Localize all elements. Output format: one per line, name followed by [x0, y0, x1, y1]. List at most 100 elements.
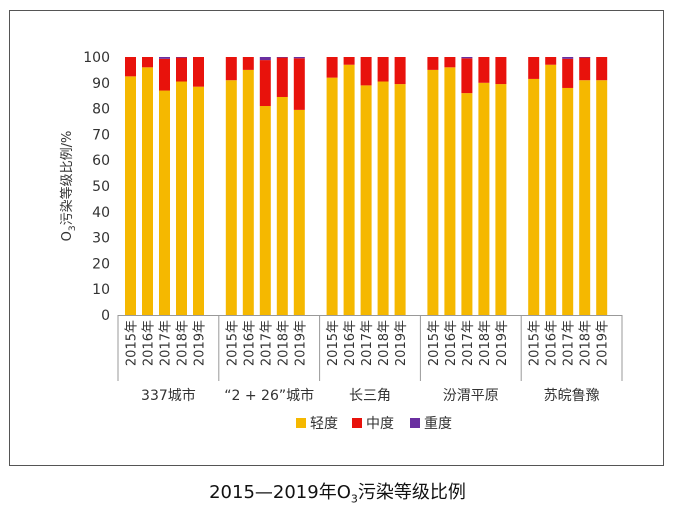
bar-segment [159, 57, 170, 59]
bar-segment [176, 57, 187, 58]
bar-segment [242, 57, 254, 70]
y-tick-label: 80 [92, 102, 110, 118]
bar-segment [478, 57, 490, 83]
group-label: 337城市 [141, 387, 196, 404]
bar-segment [579, 80, 591, 315]
bar-segment [427, 69, 439, 316]
bar-segment [360, 85, 372, 315]
group-label: 汾渭平原 [443, 388, 499, 404]
bar-segment [276, 96, 288, 316]
x-tick-label: 2015年 [225, 320, 240, 366]
bar-segment [444, 57, 456, 68]
bar-segment [159, 90, 170, 315]
x-tick-label: 2018年 [176, 320, 191, 366]
x-tick-label: 2015年 [528, 320, 543, 366]
bar-segment [444, 67, 456, 315]
x-tick-label: 2019年 [596, 320, 611, 366]
bar-segment [176, 81, 187, 315]
x-tick-label: 2016年 [142, 320, 157, 366]
bar-segment [193, 86, 204, 315]
bar-segment [394, 84, 406, 315]
x-tick-label: 2017年 [360, 320, 375, 366]
bar-segment [461, 93, 473, 316]
x-tick-label: 2019年 [495, 320, 510, 366]
bar-segment [377, 81, 389, 315]
bar-segment [596, 57, 608, 81]
x-tick-label: 2017年 [562, 320, 577, 366]
y-tick-label: 60 [92, 153, 110, 169]
x-tick-label: 2016年 [343, 320, 358, 366]
bar-segment [562, 58, 574, 88]
bar-segment [545, 64, 557, 316]
bar-segment [528, 57, 540, 79]
group-label: “2 + 26”城市 [224, 387, 314, 404]
legend-swatch [296, 418, 306, 428]
x-tick-label: 2017年 [461, 320, 476, 366]
bar-segment [125, 76, 136, 315]
bar-segment [176, 57, 187, 82]
bar-segment [427, 57, 439, 70]
x-tick-label: 2017年 [159, 320, 174, 366]
chart-frame [9, 10, 664, 466]
x-tick-label: 2017年 [259, 320, 274, 366]
x-tick-label: 2019年 [394, 320, 409, 366]
legend-swatch [352, 418, 362, 428]
bar-segment [562, 87, 574, 316]
y-tick-label: 50 [92, 179, 110, 195]
bar-segment [125, 57, 136, 77]
bar-segment [545, 57, 557, 65]
bar-segment [259, 57, 271, 61]
x-tick-label: 2019年 [193, 320, 208, 366]
bar-segment [562, 57, 574, 59]
bar-segment [461, 58, 473, 94]
bar-segment [326, 57, 338, 78]
bar-segment [142, 67, 153, 315]
x-tick-label: 2018年 [377, 320, 392, 366]
bar-segment [461, 57, 473, 59]
x-tick-label: 2016年 [545, 320, 560, 366]
bar-segment [193, 57, 204, 87]
legend-swatch [410, 418, 420, 428]
y-tick-label: 70 [92, 127, 110, 143]
bar-segment [495, 57, 507, 85]
bar-segment [293, 57, 305, 59]
y-axis-title: O3污染等级比例/% [59, 131, 78, 242]
bar-segment [225, 80, 237, 315]
bar-segment [394, 57, 406, 85]
bar-segment [478, 82, 490, 315]
bar-segment [596, 80, 608, 315]
x-tick-label: 2015年 [125, 320, 140, 366]
x-tick-label: 2018年 [478, 320, 493, 366]
y-tick-label: 40 [92, 205, 110, 221]
x-tick-label: 2015年 [326, 320, 341, 366]
bar-segment [242, 69, 254, 316]
bar-segment [579, 57, 591, 81]
legend-label: 中度 [366, 416, 394, 432]
bar-segment [377, 57, 389, 82]
bar-segment [579, 57, 591, 58]
bar-segment [343, 57, 355, 65]
bar-segment [259, 60, 271, 107]
bar-segment [259, 106, 271, 316]
legend-label: 轻度 [310, 416, 338, 432]
bar-segment [276, 57, 288, 58]
x-tick-label: 2018年 [579, 320, 594, 366]
figure-caption: 2015—2019年O3污染等级比例 [209, 482, 466, 506]
bar-segment [343, 64, 355, 316]
group-label: 长三角 [349, 388, 391, 404]
bar-segment [293, 109, 305, 315]
bar-segment [276, 57, 288, 97]
bar-segment [528, 78, 540, 316]
x-tick-label: 2018年 [276, 320, 291, 366]
x-tick-label: 2015年 [427, 320, 442, 366]
bar-segment [495, 84, 507, 315]
y-tick-label: 90 [92, 76, 110, 92]
bar-segment [142, 57, 153, 68]
bar-segment [360, 57, 372, 86]
x-tick-label: 2016年 [242, 320, 257, 366]
legend-label: 重度 [424, 416, 452, 432]
group-label: 苏皖鲁豫 [544, 388, 600, 404]
y-tick-label: 30 [92, 231, 110, 247]
bar-segment [159, 58, 170, 91]
